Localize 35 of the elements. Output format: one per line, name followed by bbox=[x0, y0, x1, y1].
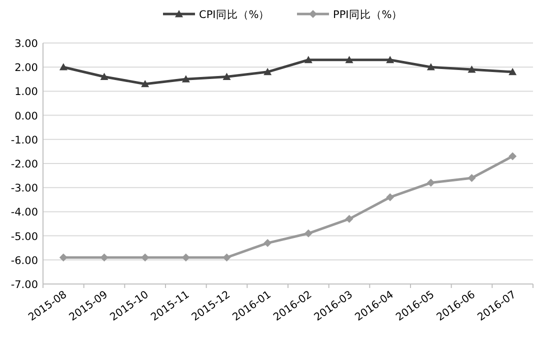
point bbox=[222, 72, 231, 80]
legend-label: PPI同比（%） bbox=[333, 8, 403, 21]
y-tick-label: -6.00 bbox=[10, 254, 38, 267]
point bbox=[386, 193, 394, 202]
y-tick-label: 0.00 bbox=[14, 110, 38, 122]
point bbox=[508, 152, 517, 160]
point bbox=[100, 72, 108, 80]
point bbox=[304, 56, 312, 64]
point bbox=[426, 63, 435, 70]
y-tick-label: -3.00 bbox=[10, 182, 38, 195]
point bbox=[304, 229, 312, 238]
y-tick-label: -7.00 bbox=[10, 279, 38, 291]
point bbox=[345, 214, 354, 223]
point bbox=[426, 178, 435, 187]
point bbox=[182, 75, 190, 82]
point bbox=[468, 66, 476, 73]
y-tick-label: 2.00 bbox=[14, 62, 38, 74]
point bbox=[508, 68, 517, 76]
point bbox=[59, 63, 68, 70]
point bbox=[222, 253, 231, 262]
point bbox=[468, 174, 476, 182]
y-tick-label: -4.00 bbox=[10, 206, 38, 219]
point bbox=[264, 68, 272, 76]
point bbox=[345, 56, 354, 64]
point bbox=[59, 253, 68, 262]
y-tick-label: -2.00 bbox=[10, 158, 38, 170]
point bbox=[264, 239, 272, 248]
y-tick-label: -1.00 bbox=[10, 134, 38, 146]
point bbox=[386, 56, 394, 64]
legend-label: CPI同比（%） bbox=[199, 8, 270, 21]
point bbox=[100, 253, 108, 262]
y-tick-label: 3.00 bbox=[14, 38, 38, 50]
point bbox=[141, 80, 150, 88]
y-tick-label: -5.00 bbox=[10, 230, 38, 243]
y-tick-label: 1.00 bbox=[14, 86, 38, 98]
